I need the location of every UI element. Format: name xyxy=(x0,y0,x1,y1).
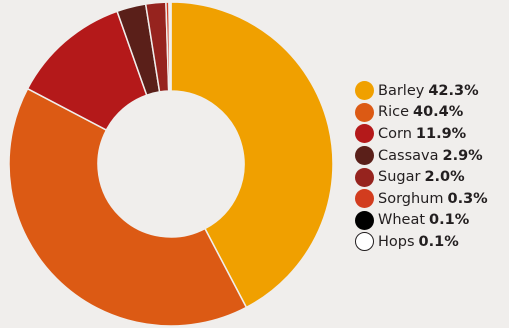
legend-swatch xyxy=(355,146,374,166)
legend-item-cassava: Cassava 2.9% xyxy=(355,145,488,167)
legend-label: Rice xyxy=(378,104,409,121)
legend-label: Sorghum xyxy=(378,190,444,207)
legend-item-corn: Corn 11.9% xyxy=(355,123,488,145)
chart-legend: Barley 42.3% Rice 40.4% Corn 11.9% Cassava 2.9%… xyxy=(355,80,488,253)
legend-swatch xyxy=(355,81,374,101)
legend-item-wheat: Wheat 0.1% xyxy=(355,210,488,232)
legend-percent: 0.1% xyxy=(429,212,470,229)
legend-percent: 40.4% xyxy=(413,104,464,121)
legend-item-barley: Barley 42.3% xyxy=(355,80,488,102)
legend-percent: 0.3% xyxy=(447,190,488,207)
legend-label: Corn xyxy=(378,125,412,142)
legend-item-rice: Rice 40.4% xyxy=(355,102,488,124)
legend-label: Wheat xyxy=(378,212,426,229)
legend-label: Sugar xyxy=(378,169,421,186)
legend-label: Cassava xyxy=(378,147,439,164)
legend-swatch xyxy=(355,124,374,144)
slice-barley xyxy=(170,1,334,309)
legend-label: Barley xyxy=(378,82,425,99)
legend-percent: 42.3% xyxy=(428,82,479,99)
legend-percent: 2.0% xyxy=(424,169,465,186)
legend-swatch xyxy=(355,232,374,252)
legend-swatch xyxy=(355,167,374,187)
slice-hops xyxy=(169,1,172,92)
legend-percent: 11.9% xyxy=(415,125,467,142)
legend-label: Hops xyxy=(378,233,415,250)
legend-swatch xyxy=(355,210,374,230)
legend-item-sorghum: Sorghum 0.3% xyxy=(355,188,488,210)
donut-chart xyxy=(8,1,334,327)
slice-rice xyxy=(8,87,248,327)
legend-item-sugar: Sugar 2.0% xyxy=(355,166,488,188)
legend-percent: 0.1% xyxy=(418,233,459,250)
legend-item-hops: Hops 0.1% xyxy=(355,231,488,253)
legend-swatch xyxy=(355,102,374,122)
legend-swatch xyxy=(355,189,374,209)
legend-percent: 2.9% xyxy=(442,147,483,164)
